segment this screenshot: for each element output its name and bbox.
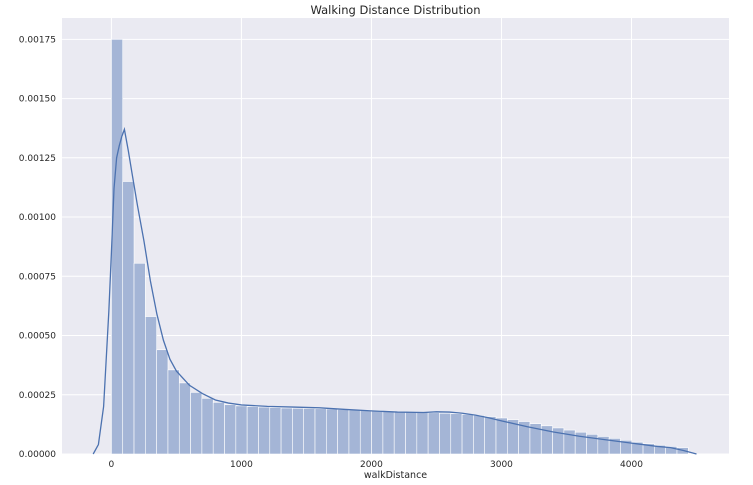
histogram-bar — [393, 411, 406, 455]
y-tick-label: 0.00175 — [19, 35, 56, 45]
histogram-bar — [382, 410, 395, 455]
histogram-bar — [450, 413, 463, 455]
histogram-bar — [461, 414, 474, 455]
histogram-bar — [167, 369, 180, 455]
y-axis-tick-labels: 0.00000 0.00025 0.00050 0.00075 0.00100 0.001… — [19, 35, 56, 460]
histogram-bar — [269, 407, 282, 455]
histogram-bar — [178, 382, 191, 455]
histogram-bar — [190, 392, 203, 455]
histogram-bar — [258, 406, 271, 455]
histogram-bar — [348, 409, 361, 455]
x-tick-label: 4000 — [620, 460, 643, 470]
x-tick-label: 0 — [109, 460, 115, 470]
x-axis-tick-labels: 0 1000 2000 3000 4000 — [109, 460, 644, 470]
histogram-bar — [405, 411, 418, 455]
histogram-bar — [314, 408, 327, 455]
histogram-bar — [292, 407, 305, 455]
y-tick-label: 0.00000 — [19, 450, 56, 460]
histogram-bar — [212, 402, 225, 455]
histogram-bar — [156, 349, 169, 455]
y-tick-label: 0.00100 — [19, 213, 56, 223]
x-tick-label: 3000 — [490, 460, 513, 470]
histogram-bar — [495, 417, 508, 455]
histogram-bar — [224, 404, 237, 455]
y-tick-label: 0.00125 — [19, 154, 56, 164]
histogram-bar — [439, 412, 452, 455]
histogram-bar — [246, 406, 259, 455]
histogram-bar — [416, 411, 429, 455]
histogram-bar — [145, 316, 157, 455]
histogram-bar — [122, 181, 135, 455]
histogram-bar — [359, 409, 372, 455]
histogram-bar — [427, 412, 440, 455]
y-tick-label: 0.00050 — [19, 332, 56, 342]
x-axis-label: walkDistance — [364, 470, 427, 481]
histogram-bar — [235, 405, 248, 455]
histogram-bars — [111, 39, 689, 455]
histogram-bar — [111, 39, 124, 455]
x-tick-label: 2000 — [360, 460, 383, 470]
histogram-bar — [473, 415, 485, 455]
y-tick-label: 0.00025 — [19, 391, 56, 401]
x-tick-label: 1000 — [230, 460, 253, 470]
histogram-bar — [337, 409, 350, 455]
histogram-bar — [201, 398, 214, 455]
histogram-bar — [484, 416, 497, 455]
histogram-bar — [303, 408, 316, 455]
y-tick-label: 0.00075 — [19, 272, 56, 282]
kde-curve — [92, 126, 697, 455]
y-tick-label: 0.00150 — [19, 95, 56, 105]
histogram-bar — [133, 262, 146, 455]
histogram-bar — [326, 408, 338, 455]
histogram-bar — [280, 407, 293, 455]
histogram-bar — [371, 410, 384, 455]
chart-title: Walking Distance Distribution — [310, 3, 480, 17]
